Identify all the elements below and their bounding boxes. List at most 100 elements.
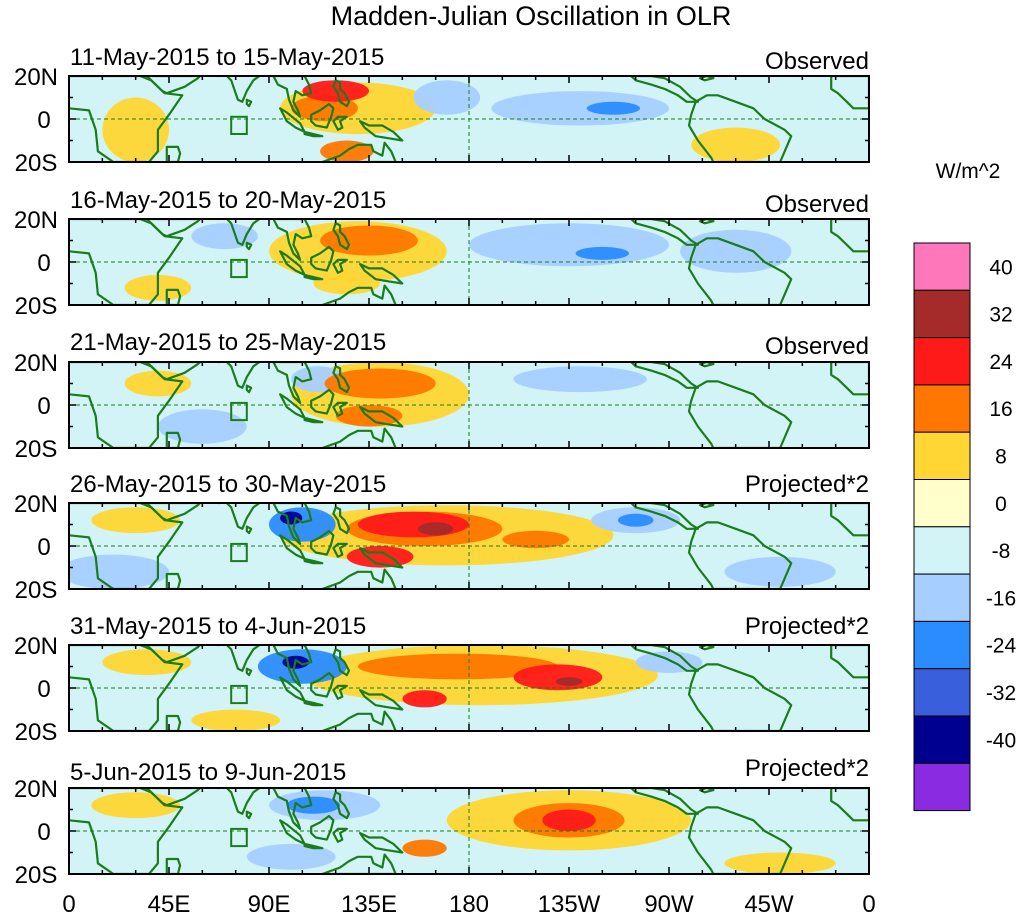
coastline <box>332 648 351 677</box>
anomaly-contour <box>191 709 281 731</box>
coastlines <box>69 503 869 589</box>
latitude-label: 20N <box>14 491 58 518</box>
coastline <box>830 788 869 822</box>
coastline <box>165 431 182 448</box>
coastline <box>245 667 253 677</box>
longitude-label: 135E <box>341 891 397 918</box>
coastline <box>165 572 182 589</box>
coastline <box>332 79 351 108</box>
anomaly-contour <box>102 97 169 162</box>
latitude-label: 20N <box>14 633 58 660</box>
latitude-label: 0 <box>37 107 50 134</box>
colorbar-swatch <box>913 479 971 528</box>
anomaly-contour <box>542 809 596 832</box>
coastline <box>310 529 335 556</box>
coastlines <box>69 219 869 305</box>
colorbar-label: 16 <box>989 398 1012 421</box>
panel-date-range: 31-May-2015 to 4-Jun-2015 <box>70 613 366 640</box>
colorbar-label: 0 <box>995 493 1007 516</box>
anomaly-contour <box>413 80 481 115</box>
coastline <box>216 219 262 246</box>
coastline <box>145 645 202 664</box>
coastlines <box>69 362 869 448</box>
longitude-label: 90W <box>644 891 694 918</box>
coastline <box>332 791 351 820</box>
anomaly-fills <box>102 645 703 731</box>
latitude-labels: 20N 0 20S 20N 0 20S 20N 0 20S 20N 0 20S 20N 0 20S 20N 0 2… <box>14 64 58 889</box>
anomaly-contour <box>402 690 447 708</box>
anomaly-contour <box>635 651 703 673</box>
latitude-label: 0 <box>37 250 50 277</box>
colorbar-swatch <box>913 668 971 717</box>
coastline <box>165 145 182 162</box>
anomaly-contour <box>555 677 583 686</box>
coastline <box>165 714 182 731</box>
anomaly-contour <box>402 839 447 857</box>
anomaly-contour <box>724 556 836 587</box>
latitude-label: 0 <box>37 534 50 561</box>
coastline <box>303 416 324 424</box>
longitude-label: 135W <box>538 891 601 918</box>
coastlines <box>69 76 869 162</box>
coastline <box>145 219 202 238</box>
coastline <box>321 710 397 731</box>
anomaly-contour <box>513 366 647 393</box>
reference-box <box>230 115 248 136</box>
coastline <box>359 831 404 854</box>
coastline <box>830 362 869 396</box>
coastline <box>332 684 348 700</box>
coastline <box>145 788 202 807</box>
coastline <box>145 76 202 95</box>
colorbar-label: 40 <box>989 256 1012 279</box>
anomaly-contour <box>157 409 247 444</box>
colorbar-label: -16 <box>986 587 1016 610</box>
panel-kind-label: Observed <box>765 48 869 75</box>
longitude-label: 45E <box>148 891 191 918</box>
panel-date-range: 21-May-2015 to 25-May-2015 <box>70 329 386 356</box>
panel-kind-label: Projected*2 <box>745 471 869 498</box>
anomaly-contour <box>586 101 641 115</box>
anomaly-contour <box>102 649 192 676</box>
latitude-label: 0 <box>37 819 50 846</box>
coastline <box>830 645 869 679</box>
panel-kind-label: Projected*2 <box>745 613 869 640</box>
coastline <box>310 102 335 129</box>
latitude-label: 0 <box>37 393 50 420</box>
coastline <box>69 76 184 162</box>
reference-box <box>230 542 248 563</box>
colorbar-swatch <box>913 384 971 433</box>
latitude-label: 20S <box>15 293 58 320</box>
coastlines <box>69 645 869 731</box>
coastline <box>687 521 793 589</box>
latitude-label: 20S <box>15 436 58 463</box>
coastline <box>303 842 324 850</box>
anomaly-contour <box>513 664 603 691</box>
anomaly-contour <box>313 272 381 295</box>
coastline <box>245 525 253 535</box>
latitude-label: 20S <box>15 862 58 889</box>
reference-box <box>230 258 248 279</box>
map-panel: 5-Jun-2015 to 9-Jun-2015 Projected*2 <box>68 755 870 875</box>
coastline <box>272 219 313 261</box>
coastline <box>216 76 262 103</box>
coastline <box>145 362 202 381</box>
map-panel: 31-May-2015 to 4-Jun-2015 Projected*2 <box>68 613 870 732</box>
latitude-label: 20N <box>14 64 58 91</box>
latitude-label: 20S <box>15 719 58 746</box>
coastline <box>630 788 700 815</box>
coastline <box>359 406 404 428</box>
colorbar-swatch <box>913 289 971 339</box>
anomaly-contour <box>469 223 669 267</box>
colorbar-swatch <box>913 526 971 575</box>
coastline <box>303 130 324 138</box>
coastline <box>321 141 397 162</box>
longitude-label: 45W <box>744 891 794 918</box>
coastline <box>630 219 700 246</box>
coastline <box>830 76 869 110</box>
reference-box <box>230 827 248 848</box>
map-panel: 26-May-2015 to 30-May-2015 Projected*2 <box>68 471 870 590</box>
panel-date-range: 16-May-2015 to 20-May-2015 <box>70 187 386 214</box>
coastline <box>69 219 184 305</box>
anomaly-contour <box>691 127 781 162</box>
